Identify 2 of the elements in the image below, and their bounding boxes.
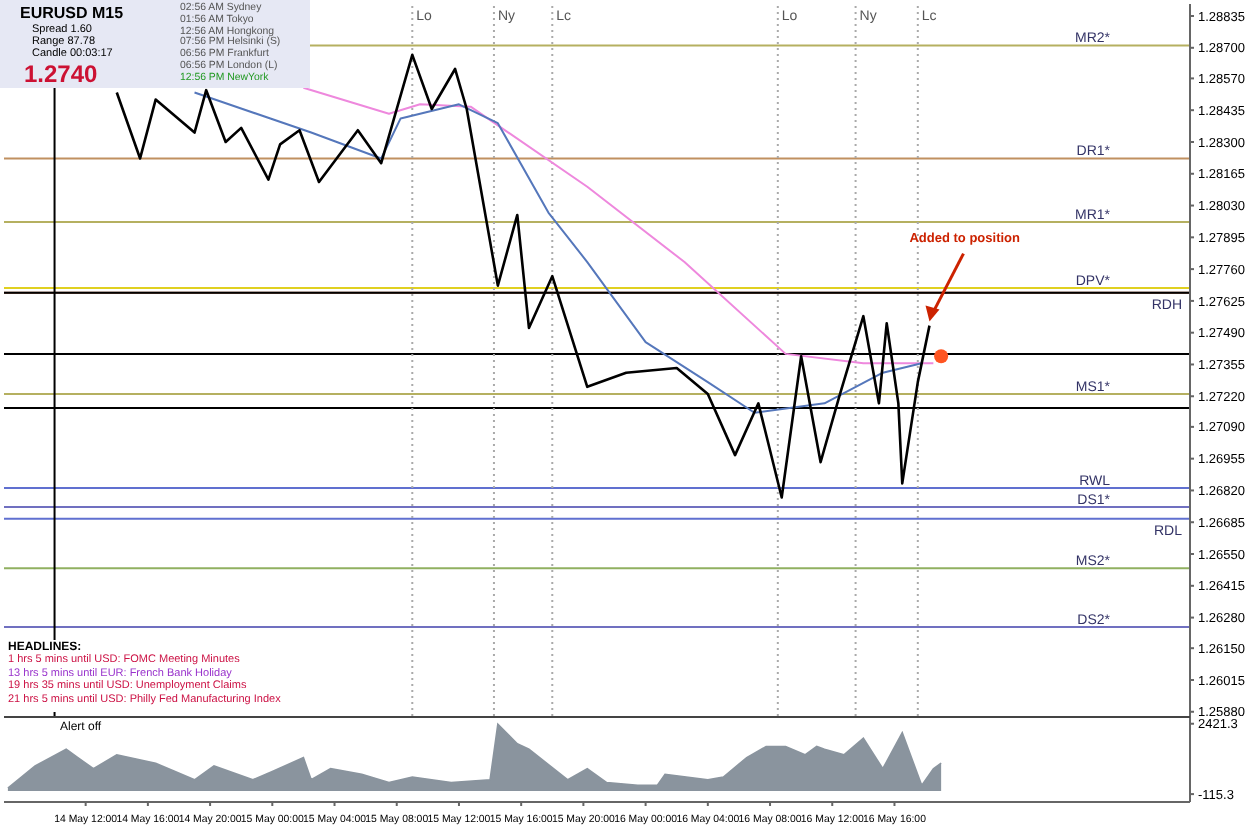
text: 1.2740 — [24, 60, 98, 88]
chart-title: EURUSD M15 — [20, 4, 124, 22]
